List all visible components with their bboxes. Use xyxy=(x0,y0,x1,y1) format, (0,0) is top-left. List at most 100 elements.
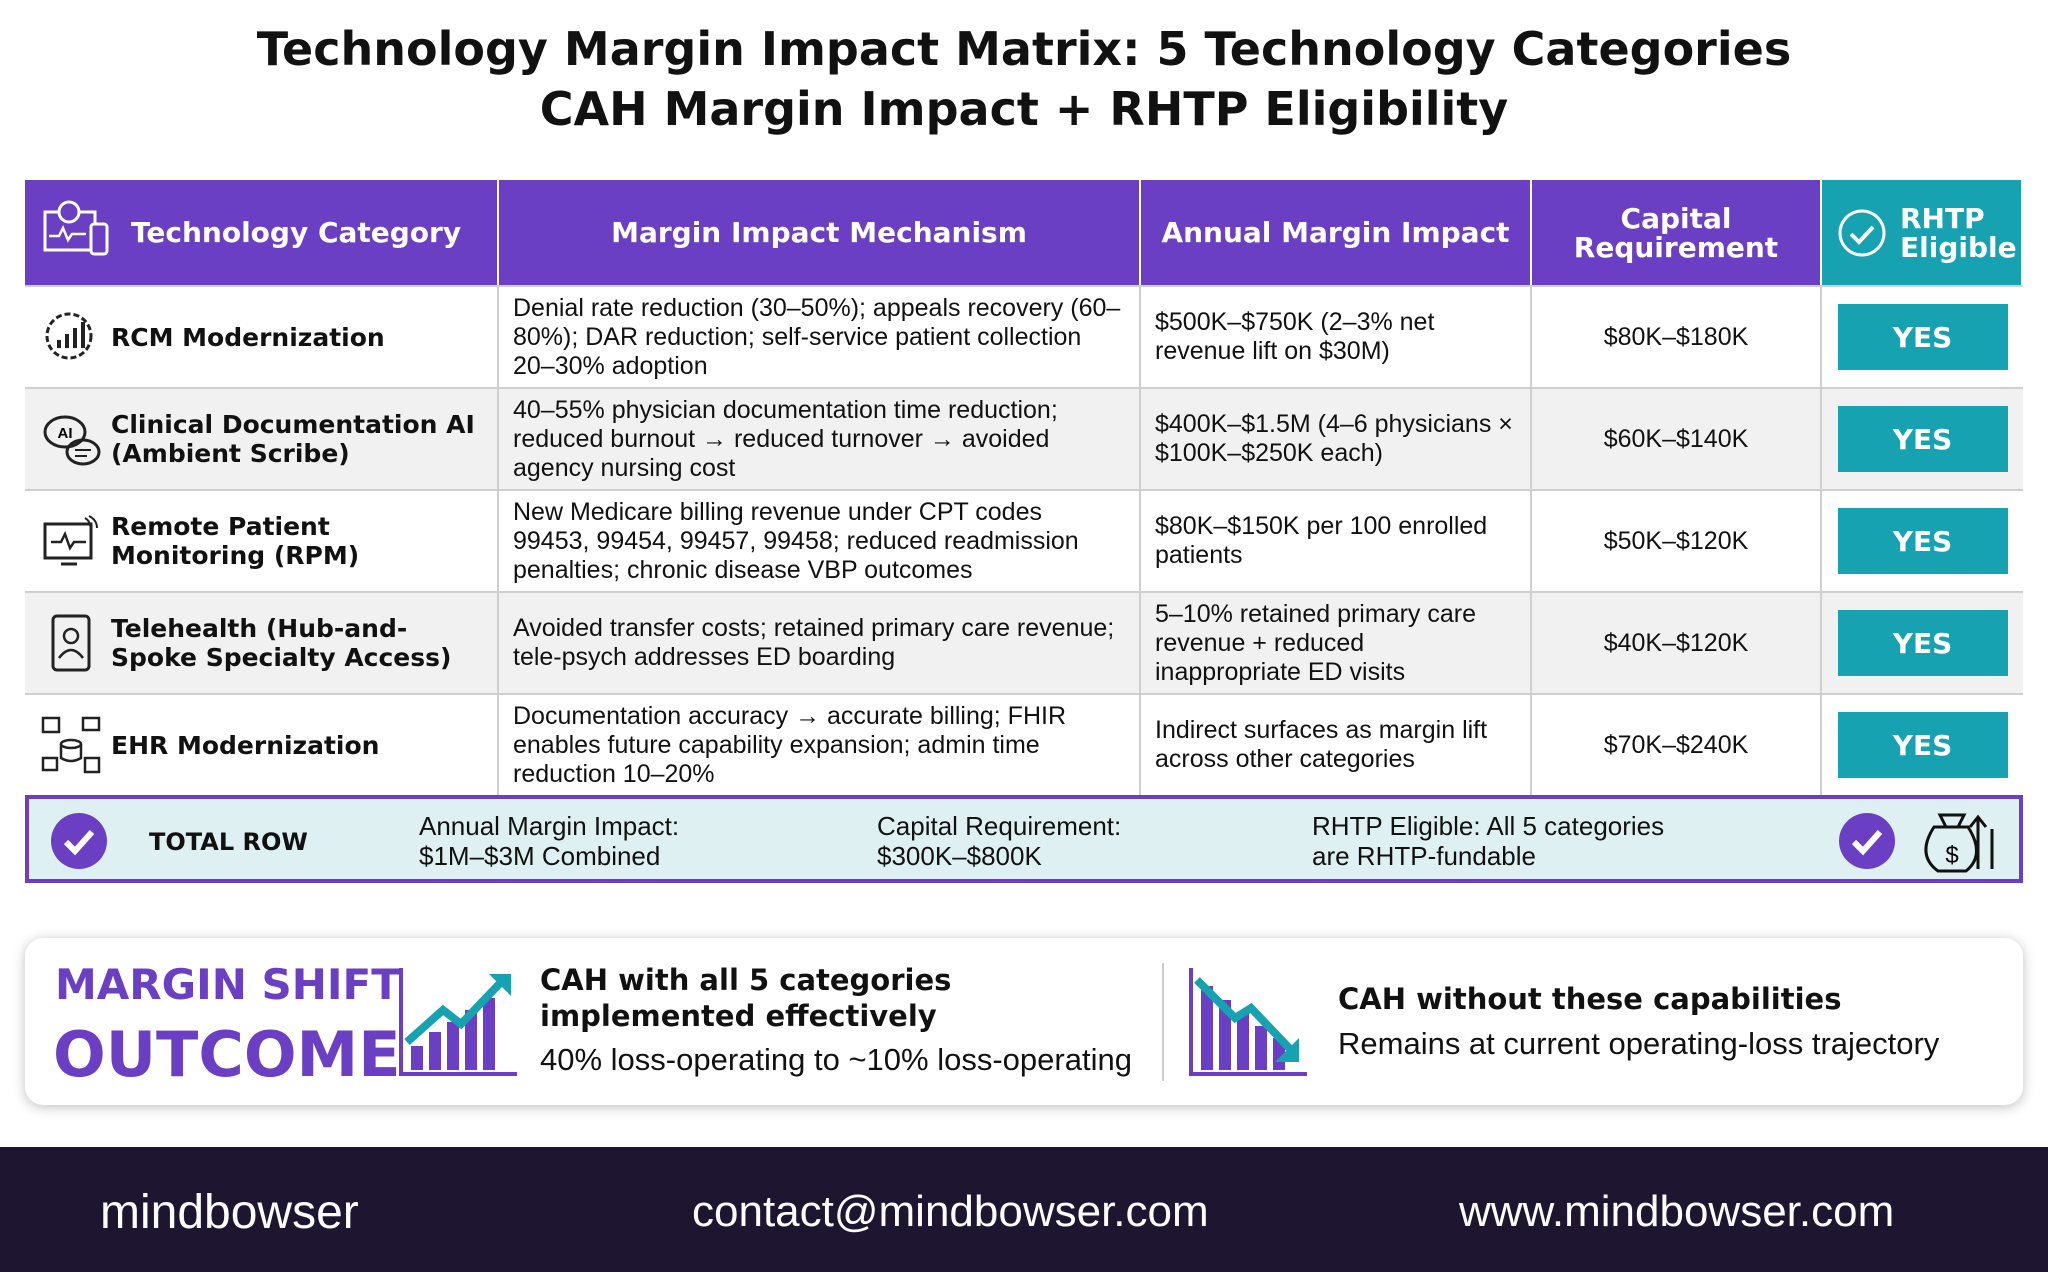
total-row: TOTAL ROW Annual Margin Impact: $1M–$3M C… xyxy=(25,795,2023,883)
table-cell: Avoided transfer costs; retained primary… xyxy=(499,593,1141,693)
header-cell: RHTP Eligible xyxy=(1822,180,2023,285)
check-icon xyxy=(1839,813,1895,869)
cell-text: $80K–$150K per 100 enrolled patients xyxy=(1155,512,1488,569)
row-icon xyxy=(41,716,101,774)
table-cell: YES xyxy=(1822,287,2023,387)
cell-text: 40–55% physician documentation time redu… xyxy=(513,395,1058,482)
with-title: CAH with all 5 categories implemented ef… xyxy=(540,963,952,1033)
text: Annual Margin Impact: xyxy=(419,811,680,841)
without-title: CAH without these capabilities xyxy=(1338,982,1842,1016)
outcome-heading: MARGIN SHIFT xyxy=(55,960,400,1009)
header-cell: Margin Impact Mechanism xyxy=(499,180,1141,285)
table-cell: $500K–$750K (2–3% net revenue lift on $3… xyxy=(1141,287,1532,387)
table-cell: 40–55% physician documentation time redu… xyxy=(499,389,1141,489)
check-icon xyxy=(1838,209,1886,256)
header-cell: Annual Margin Impact xyxy=(1141,180,1532,285)
table-cell: AI Clinical Documentation AI (Ambient Scr… xyxy=(25,389,499,489)
category-name: RCM Modernization xyxy=(111,322,385,352)
text: Capital Requirement: xyxy=(877,811,1122,841)
text: RHTP Eligible: All 5 categories xyxy=(1312,811,1665,841)
title-line: Technology Margin Impact Matrix: 5 Techn… xyxy=(256,22,1792,76)
table-cell: New Medicare billing revenue under CPT c… xyxy=(499,491,1141,591)
cell-text: $400K–$1.5M (4–6 physicians × $100K–$250… xyxy=(1155,410,1513,467)
header-cell: Capital Requirement xyxy=(1532,180,1822,285)
total-capital: Capital Requirement: $300K–$800K xyxy=(877,811,1121,871)
outcome-heading: OUTCOME xyxy=(53,1018,401,1091)
cell-text: Documentation accuracy → accurate billin… xyxy=(513,701,1067,788)
header-text: Margin Impact Mechanism xyxy=(611,216,1027,249)
svg-text:AI: AI xyxy=(58,425,73,442)
eligible-badge: YES xyxy=(1837,508,2008,574)
brand: mindbowser xyxy=(100,1186,359,1239)
cell-text: Indirect surfaces as margin lift across … xyxy=(1155,716,1488,773)
footer: mindbowser contact@mindbowser.com www.mi… xyxy=(0,1147,2048,1272)
row-icon xyxy=(45,312,93,360)
header-text: Annual Margin Impact xyxy=(1161,216,1510,249)
table-cell: YES xyxy=(1822,491,2023,591)
category-name: EHR Modernization xyxy=(111,730,380,760)
svg-text:$: $ xyxy=(1945,842,1958,869)
table-cell: 5–10% retained primary care revenue + re… xyxy=(1141,593,1532,693)
row-icon xyxy=(43,515,98,566)
table-row: Remote Patient Monitoring (RPM) New Medic… xyxy=(25,491,2023,593)
table-cell: Documentation accuracy → accurate billin… xyxy=(499,695,1141,795)
cell-text: Avoided transfer costs; retained primary… xyxy=(513,614,1115,671)
table-cell: $80K–$180K xyxy=(1532,287,1822,387)
text: $300K–$800K xyxy=(877,841,1042,871)
table-row: EHR Modernization Documentation accuracy … xyxy=(25,695,2023,797)
email: contact@mindbowser.com xyxy=(692,1187,1209,1236)
cell-text: $40K–$120K xyxy=(1603,628,1749,657)
with-text: 40% loss-operating to ~10% loss-operatin… xyxy=(540,1042,1132,1077)
table-cell: $40K–$120K xyxy=(1532,593,1822,693)
divider xyxy=(1162,963,1164,1081)
table-cell: RCM Modernization xyxy=(25,287,499,387)
table-cell: $60K–$140K xyxy=(1532,389,1822,489)
header-cell: Technology Category xyxy=(25,180,499,285)
eligible-badge: YES xyxy=(1837,610,2008,676)
check-icon xyxy=(51,813,107,869)
category-name: Remote Patient Monitoring (RPM) xyxy=(111,512,360,570)
outcome-panel: MARGIN SHIFT OUTCOME CAH with all 5 cate… xyxy=(25,938,2023,1105)
header-text: Technology Category xyxy=(131,216,462,249)
table-cell: $70K–$240K xyxy=(1532,695,1822,795)
header-text: RHTP Eligible xyxy=(1900,201,2017,264)
total-impact: Annual Margin Impact: $1M–$3M Combined xyxy=(419,811,679,871)
table-row: AI Clinical Documentation AI (Ambient Scr… xyxy=(25,389,2023,491)
row-icon: AI xyxy=(43,415,101,466)
table-cell: $50K–$120K xyxy=(1532,491,1822,591)
table-cell: $400K–$1.5M (4–6 physicians × $100K–$250… xyxy=(1141,389,1532,489)
table-cell: EHR Modernization xyxy=(25,695,499,795)
category-name: Clinical Documentation AI (Ambient Scrib… xyxy=(111,410,475,468)
header-text: Capital Requirement xyxy=(1573,201,1779,264)
table-row: Telehealth (Hub-and-Spoke Specialty Acce… xyxy=(25,593,2023,695)
cell-text: 5–10% retained primary care revenue + re… xyxy=(1155,599,1476,686)
eligible-badge: YES xyxy=(1837,712,2008,778)
table-cell: YES xyxy=(1822,695,2023,795)
website: www.mindbowser.com xyxy=(1459,1187,1895,1236)
title-line: CAH Margin Impact + RHTP Eligibility xyxy=(539,82,1509,136)
cell-text: New Medicare billing revenue under CPT c… xyxy=(513,497,1079,584)
cell-text: $80K–$180K xyxy=(1603,322,1749,351)
cell-text: $500K–$750K (2–3% net revenue lift on $3… xyxy=(1155,308,1435,365)
cell-text: $50K–$120K xyxy=(1603,526,1749,555)
without-text: Remains at current operating-loss trajec… xyxy=(1338,1026,1940,1061)
text: $1M–$3M Combined xyxy=(419,841,661,871)
table-cell: YES xyxy=(1822,593,2023,693)
header-icon xyxy=(43,200,109,255)
up-chart-icon xyxy=(399,968,517,1076)
row-icon xyxy=(51,614,91,672)
eligible-badge: YES xyxy=(1837,406,2008,472)
cell-text: Denial rate reduction (30–50%); appeals … xyxy=(513,293,1121,380)
category-name: Telehealth (Hub-and-Spoke Specialty Acce… xyxy=(111,614,452,672)
text: are RHTP-fundable xyxy=(1312,841,1536,871)
down-chart-icon xyxy=(1189,968,1307,1076)
table-cell: Telehealth (Hub-and-Spoke Specialty Acce… xyxy=(25,593,499,693)
table-cell: Denial rate reduction (30–50%); appeals … xyxy=(499,287,1141,387)
money-icon: $ xyxy=(1924,813,1994,873)
table-cell: $80K–$150K per 100 enrolled patients xyxy=(1141,491,1532,591)
matrix-table: Technology Category Margin Impact Mechani… xyxy=(25,180,2023,797)
table-cell: Indirect surfaces as margin lift across … xyxy=(1141,695,1532,795)
table-cell: YES xyxy=(1822,389,2023,489)
total-eligible: RHTP Eligible: All 5 categories are RHTP-… xyxy=(1312,811,1664,871)
